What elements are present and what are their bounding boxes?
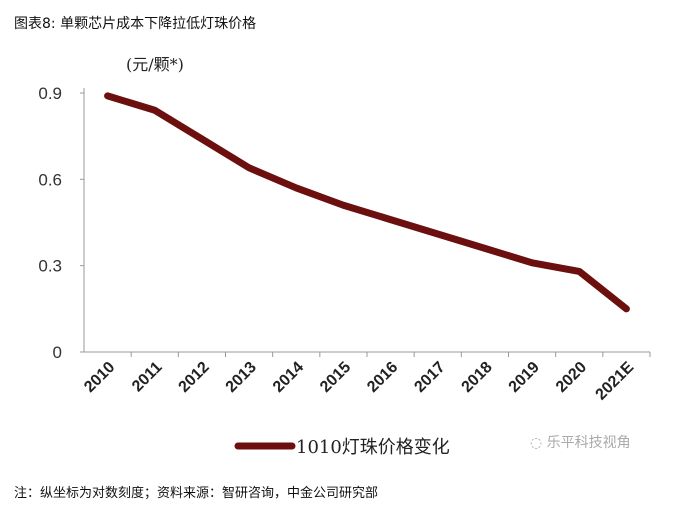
legend-label: 1010灯珠价格变化 xyxy=(296,437,450,458)
y-axis-label: (元/颗*) xyxy=(126,55,184,74)
watermark: ◌ 乐平科技视角 xyxy=(530,432,631,452)
x-tick-label: 2010 xyxy=(81,359,118,396)
x-tick-label: 2016 xyxy=(364,359,401,396)
x-tick-label: 2019 xyxy=(506,359,543,396)
x-tick-label: 2018 xyxy=(459,359,496,396)
watermark-text: 乐平科技视角 xyxy=(546,435,631,451)
x-tick-label: 2020 xyxy=(553,359,590,396)
footnote: 注：纵坐标为对数刻度；资料来源：智研咨询，中金公司研究部 xyxy=(14,486,379,501)
y-tick-label: 0.6 xyxy=(38,170,62,189)
x-tick-label: 2021E xyxy=(593,359,638,404)
x-tick-label: 2013 xyxy=(223,359,260,396)
x-tick-label: 2014 xyxy=(270,359,307,396)
wechat-icon: ◌ xyxy=(530,435,547,451)
x-tick-label: 2012 xyxy=(176,359,213,396)
y-tick-label: 0.9 xyxy=(38,84,62,103)
x-tick-label: 2015 xyxy=(317,359,354,396)
figure-title: 图表8: 单颗芯片成本下降拉低灯珠价格 xyxy=(14,16,257,32)
x-tick-label: 2017 xyxy=(411,359,448,396)
series-line xyxy=(104,92,630,313)
y-tick-label: 0 xyxy=(53,343,62,362)
x-tick-label: 2011 xyxy=(129,359,166,396)
y-tick-label: 0.3 xyxy=(38,257,62,276)
